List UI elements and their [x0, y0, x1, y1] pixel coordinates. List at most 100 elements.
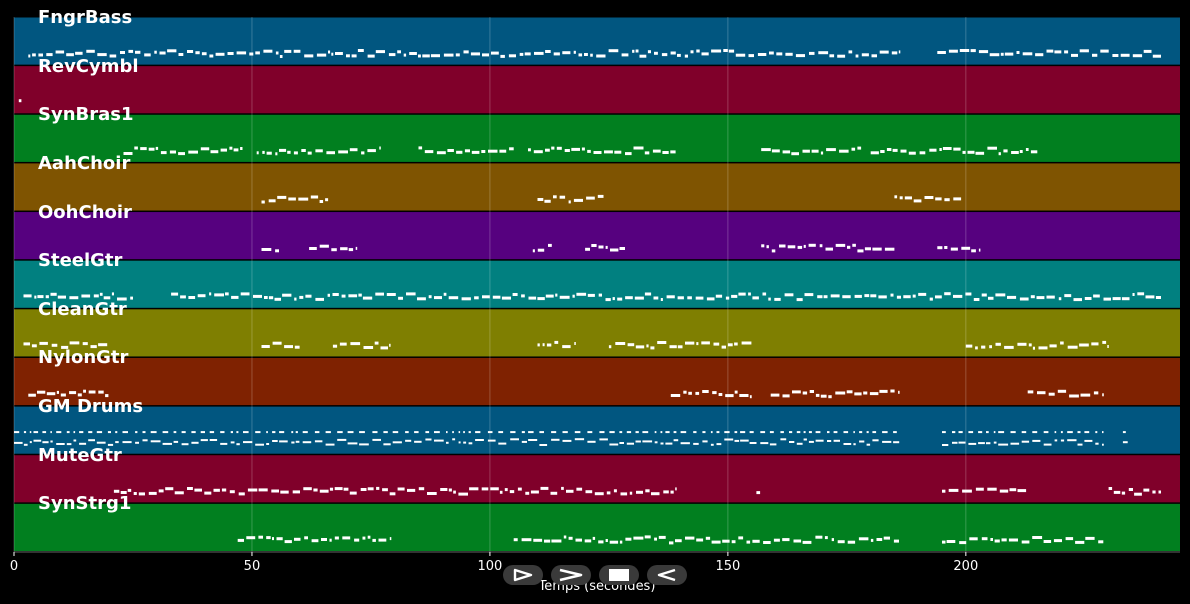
note-mark — [266, 431, 268, 434]
note-mark — [675, 487, 677, 491]
note-mark — [803, 431, 806, 434]
note-mark — [713, 342, 720, 346]
note-mark — [350, 342, 361, 346]
note-mark — [200, 431, 205, 434]
note-mark — [334, 536, 339, 540]
note-mark — [69, 296, 79, 300]
note-mark — [1019, 297, 1029, 301]
note-mark — [555, 293, 558, 297]
note-mark — [154, 50, 157, 54]
note-mark — [734, 439, 740, 442]
note-mark — [150, 440, 161, 443]
note-mark — [882, 440, 892, 443]
note-mark — [162, 442, 172, 445]
note-mark — [576, 487, 583, 491]
note-mark — [998, 152, 1001, 156]
note-mark — [96, 441, 106, 444]
note-mark — [893, 441, 900, 444]
note-mark — [375, 292, 384, 296]
note-mark — [635, 440, 641, 443]
note-mark — [302, 431, 308, 434]
note-mark — [999, 489, 1009, 493]
note-mark — [1060, 341, 1064, 345]
note-mark — [197, 294, 206, 298]
note-mark — [316, 53, 327, 57]
note-mark — [884, 247, 895, 251]
note-mark — [173, 431, 177, 434]
note-mark — [97, 53, 107, 57]
note-mark — [301, 149, 306, 152]
note-mark — [651, 492, 660, 496]
note-mark — [303, 487, 312, 491]
note-mark — [229, 490, 235, 494]
note-mark — [1108, 487, 1113, 490]
track-notes — [261, 243, 981, 253]
note-mark — [898, 390, 900, 394]
note-mark — [348, 248, 354, 252]
note-mark — [752, 296, 759, 300]
note-mark — [657, 341, 667, 344]
note-mark — [1098, 540, 1104, 544]
note-mark — [354, 538, 360, 542]
note-mark — [487, 431, 493, 434]
note-mark — [837, 54, 846, 58]
note-mark — [598, 245, 604, 249]
note-mark — [711, 540, 721, 544]
note-mark — [553, 195, 557, 199]
note-mark — [528, 439, 538, 441]
note-mark — [796, 298, 803, 302]
note-mark — [1067, 431, 1073, 434]
note-mark — [610, 248, 619, 252]
note-mark — [824, 536, 828, 540]
note-mark — [718, 393, 723, 396]
play-button[interactable] — [503, 565, 543, 585]
note-mark — [517, 487, 522, 491]
note-mark — [693, 442, 699, 445]
note-mark — [892, 148, 898, 152]
note-mark — [1054, 439, 1058, 442]
note-mark — [332, 344, 338, 348]
note-mark — [521, 431, 525, 434]
note-mark — [702, 440, 708, 443]
note-mark — [958, 441, 966, 444]
note-mark — [284, 345, 293, 349]
note-mark — [452, 431, 454, 434]
note-mark — [864, 294, 870, 298]
note-mark — [107, 443, 114, 446]
note-mark — [120, 491, 127, 494]
note-mark — [785, 52, 793, 56]
note-mark — [405, 431, 409, 434]
note-mark — [998, 443, 1009, 446]
note-mark — [787, 245, 796, 249]
note-mark — [117, 297, 127, 301]
note-mark — [403, 53, 407, 57]
rewind-button[interactable] — [647, 565, 687, 585]
note-mark — [236, 443, 240, 446]
note-mark — [82, 342, 88, 346]
note-mark — [209, 54, 214, 58]
note-mark — [548, 243, 552, 247]
note-mark — [1145, 295, 1155, 299]
note-mark — [389, 492, 396, 496]
note-mark — [14, 431, 20, 434]
note-mark — [665, 431, 670, 434]
forward-button[interactable] — [551, 565, 591, 585]
note-mark — [989, 53, 1000, 57]
note-mark — [1043, 431, 1049, 434]
note-mark — [544, 539, 551, 543]
note-mark — [284, 49, 292, 53]
note-mark — [740, 439, 749, 442]
note-mark — [519, 52, 524, 56]
note-mark — [39, 341, 48, 345]
note-mark — [328, 50, 331, 54]
note-mark — [167, 49, 177, 53]
note-mark — [407, 488, 416, 492]
note-mark — [388, 53, 396, 57]
note-mark — [663, 490, 669, 494]
note-mark — [748, 54, 754, 58]
note-mark — [295, 440, 300, 443]
stop-button[interactable] — [599, 565, 639, 585]
note-mark — [315, 149, 323, 153]
note-mark — [817, 295, 823, 299]
note-mark — [666, 295, 675, 299]
